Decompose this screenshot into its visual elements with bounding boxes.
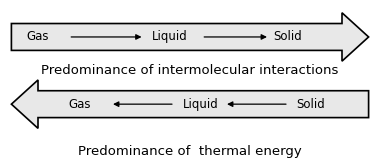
Text: Gas: Gas [68,98,91,111]
Polygon shape [11,80,369,128]
Text: Predominance of intermolecular interactions: Predominance of intermolecular interacti… [41,64,339,77]
Text: Liquid: Liquid [182,98,218,111]
Text: Solid: Solid [274,30,302,44]
Text: Predominance of  thermal energy: Predominance of thermal energy [78,145,302,158]
Text: Liquid: Liquid [152,30,188,44]
Text: Gas: Gas [27,30,49,44]
Text: Solid: Solid [296,98,325,111]
Polygon shape [11,13,369,61]
